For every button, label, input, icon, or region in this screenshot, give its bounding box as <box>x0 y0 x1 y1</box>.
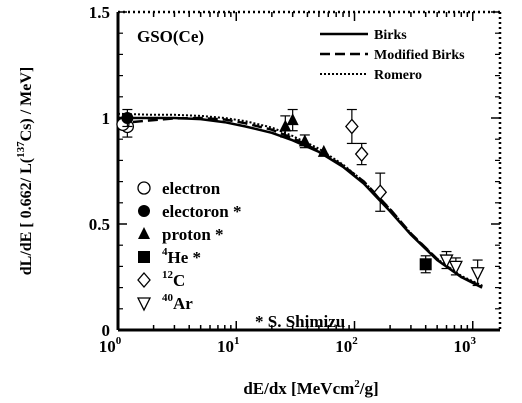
footnote: * S. Shimizu <box>255 312 345 331</box>
legend-marker <box>138 227 150 239</box>
point-proton <box>298 134 311 147</box>
y-tick-label: 0 <box>102 321 111 340</box>
legend-marker-label: 4He * <box>162 246 201 267</box>
point-proton <box>286 113 299 126</box>
x-tick-label: 102 <box>335 335 358 356</box>
point-proton <box>317 144 330 157</box>
legend-line-label: Romero <box>374 68 422 83</box>
x-tick-exponent: 2 <box>352 335 358 347</box>
y-tick-label: 1 <box>102 109 111 128</box>
legend-marker <box>137 181 151 195</box>
y-tick-label: 0.5 <box>89 215 110 234</box>
x-tick-label: 101 <box>217 335 240 356</box>
legend-species: He * <box>168 248 202 267</box>
point-ar <box>448 260 463 275</box>
legend-species: C <box>173 271 185 290</box>
point-proton <box>279 119 292 132</box>
legend-marker-label: electron <box>162 179 221 198</box>
legend-mass-number: 4 <box>162 246 168 258</box>
x-tick-exponent: 1 <box>234 335 240 347</box>
legend-marker <box>137 272 151 288</box>
axis-label-superscript: 137 <box>15 141 27 158</box>
x-tick-exponent: 3 <box>470 335 476 347</box>
legend-line-label: Birks <box>374 28 407 43</box>
y-axis-label: dL/dE [ 0.662/ L(137Cs) / MeV] <box>15 67 35 276</box>
legend-line-label: Modified Birks <box>374 48 465 63</box>
x-axis-label: dE/dx [MeVcm2/g] <box>243 378 378 398</box>
panel-label: GSO(Ce) <box>137 27 204 46</box>
legend-marker <box>138 205 150 217</box>
y-tick-label: 1.5 <box>89 3 110 22</box>
legend-marker <box>136 297 152 312</box>
legend-marker-label: electoron * <box>162 202 241 221</box>
point-c <box>373 184 388 201</box>
legend-mass-number: 40 <box>162 292 174 304</box>
axis-label-text: Cs) / MeV] <box>18 67 35 142</box>
point-he <box>419 258 432 271</box>
legend-marker-label: proton * <box>162 225 224 244</box>
axis-label-text: /g] <box>359 379 379 398</box>
x-tick-label: 103 <box>453 335 476 356</box>
point-c <box>354 146 369 163</box>
legend-lines: Birks Modified Birks Romero <box>320 28 465 83</box>
legend-species: Ar <box>173 294 193 313</box>
curve-modified-birks <box>117 116 483 288</box>
legend-marker-label: 40Ar <box>162 292 193 313</box>
x-tick-exponent: 0 <box>116 335 122 347</box>
point-c <box>345 118 359 135</box>
plot-area <box>116 10 502 332</box>
legend-marker-label: 12C <box>162 269 185 290</box>
legend-mass-number: 12 <box>162 269 174 281</box>
point-electoron <box>121 112 134 124</box>
legend-marker <box>138 251 150 263</box>
point-ar <box>470 267 485 282</box>
data-points <box>116 108 485 287</box>
axis-label-superscript: 2 <box>354 378 360 390</box>
